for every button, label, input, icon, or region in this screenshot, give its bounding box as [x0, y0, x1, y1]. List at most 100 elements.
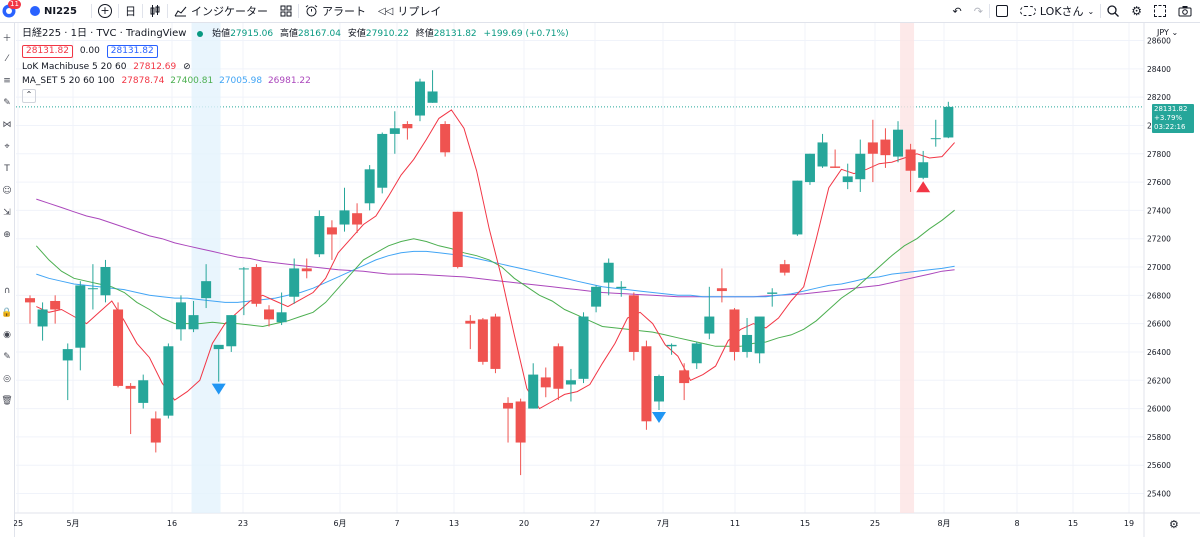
candle [616, 281, 627, 297]
candle [503, 397, 514, 443]
grid-icon [280, 5, 292, 17]
axis-settings-button[interactable]: ⚙ [1169, 518, 1179, 531]
gear-icon: ⚙ [1131, 4, 1142, 18]
crosshair-tool-icon[interactable]: ＋ [2, 34, 12, 44]
candle [490, 313, 501, 374]
lock-tool-icon[interactable]: 🔒 [1, 308, 13, 318]
candle [540, 367, 551, 398]
series-title[interactable]: 日経225 · 1日 · TVC · TradingView [22, 28, 187, 39]
camera-icon [1178, 6, 1192, 17]
candle-body [125, 385, 136, 389]
candle [515, 398, 526, 476]
candle [352, 203, 363, 234]
compare-button[interactable]: + [92, 0, 118, 22]
settings-button[interactable]: ⚙ [1125, 0, 1148, 22]
fib-tool-icon[interactable]: ≡ [3, 76, 11, 86]
divider [988, 4, 990, 18]
candle [414, 78, 425, 122]
indicators-button[interactable]: インジケーター [168, 0, 274, 22]
candle [326, 220, 337, 260]
ohlc-high-value: 28167.04 [298, 29, 341, 39]
magnet-tool-icon[interactable]: ∩ [3, 286, 11, 296]
prediction-tool-icon[interactable]: ⌖ [4, 142, 10, 152]
candle-body [767, 292, 778, 294]
candles [25, 70, 954, 476]
candle [465, 315, 476, 350]
candle-body [918, 162, 929, 178]
user-layout-menu[interactable]: LOKさん ⌄ [1014, 0, 1100, 22]
alert-button[interactable]: アラート [299, 0, 372, 22]
candle [452, 211, 463, 269]
chart-legend: 日経225 · 1日 · TVC · TradingView 始値27915.0… [22, 28, 569, 105]
candle [666, 343, 677, 355]
ma5-line [36, 109, 955, 410]
candle [25, 295, 35, 324]
indicator1-row[interactable]: LoK Machibuse 5 20 60 27812.69 ⊘ [22, 61, 569, 73]
candle-body [238, 268, 249, 270]
icon-tool-icon[interactable]: ☺ [2, 186, 12, 196]
hide-tool-icon[interactable]: ◉ [3, 330, 11, 340]
symbol-flag-icon [30, 6, 40, 16]
candle [792, 180, 803, 236]
time-tick-label: 25 [14, 519, 23, 528]
alert-label: アラート [321, 5, 366, 18]
candle [62, 343, 73, 401]
candle [339, 187, 350, 232]
interval-label: 日 [124, 5, 136, 18]
layout-checkbox[interactable] [990, 0, 1014, 22]
candle-body [742, 334, 753, 352]
candle-body [666, 344, 677, 347]
candle-body [792, 180, 803, 235]
candle [716, 268, 727, 303]
app-logo[interactable]: 11 [0, 0, 21, 22]
text-tool-icon[interactable]: T [4, 164, 10, 174]
brush-tool-icon[interactable]: ✎ [3, 98, 11, 108]
fullscreen-button[interactable] [1148, 0, 1172, 22]
candle-body [339, 210, 350, 225]
interval-button[interactable]: 日 [119, 0, 142, 22]
indicator2-ma5: 27878.74 [121, 76, 165, 86]
collapse-legend-button[interactable]: ⌃ [22, 89, 36, 103]
candle-body [528, 374, 539, 409]
replay-button[interactable]: ◁◁ リプレイ [372, 0, 447, 22]
candle [389, 111, 400, 154]
symbol-search[interactable]: NI225 [16, 0, 83, 22]
candle [175, 295, 186, 341]
candle [87, 264, 98, 310]
candle-body [50, 300, 61, 310]
measure-tool-icon[interactable]: ⇲ [3, 208, 11, 218]
candle [163, 343, 174, 419]
buy-price-button[interactable]: 28131.82 [106, 45, 158, 58]
undo-icon: ↶ [952, 4, 962, 18]
price-tick-label: 25400 [1147, 490, 1171, 499]
sell-price-button[interactable]: 28131.82 [22, 45, 73, 58]
candle-body [880, 139, 891, 156]
notification-badge[interactable]: 11 [8, 0, 21, 9]
layouts-button[interactable] [274, 0, 298, 22]
eye-icon[interactable]: ◎ [3, 374, 11, 384]
candle-body [490, 316, 501, 369]
currency-selector[interactable]: JPY ⌄ [1157, 28, 1178, 37]
price-tick-label: 28400 [1147, 65, 1171, 74]
trash-icon[interactable]: 🗑 [1, 396, 13, 406]
search-button[interactable] [1101, 0, 1125, 22]
divider [90, 4, 92, 18]
stay-drawing-icon[interactable]: ✎ [3, 352, 11, 362]
candle-body [364, 169, 375, 204]
candle [75, 281, 86, 371]
indicators-label: インジケーター [190, 5, 268, 18]
chart-type-button[interactable] [143, 0, 167, 22]
pattern-tool-icon[interactable]: ⋈ [2, 120, 12, 130]
undo-button[interactable]: ↶ [946, 0, 967, 22]
redo-button[interactable]: ↷ [968, 0, 989, 22]
candle-body [842, 176, 853, 183]
trend-line-tool-icon[interactable]: ⁄ [6, 54, 8, 64]
price-chart[interactable]: 25400 25600 25800 26000 26200 26400 26600 26800… [14, 23, 1200, 537]
indicator2-row[interactable]: MA_SET 5 20 60 100 27878.74 27400.81 270… [22, 75, 569, 87]
zoom-tool-icon[interactable]: ⊕ [3, 230, 11, 240]
candle-body [628, 295, 639, 352]
current-price-label: 28131.82 +3.79% 03:22:16 [1152, 104, 1194, 133]
candle-body [251, 267, 262, 304]
snapshot-button[interactable] [1172, 0, 1200, 22]
price-tick-label: 26000 [1147, 405, 1171, 414]
